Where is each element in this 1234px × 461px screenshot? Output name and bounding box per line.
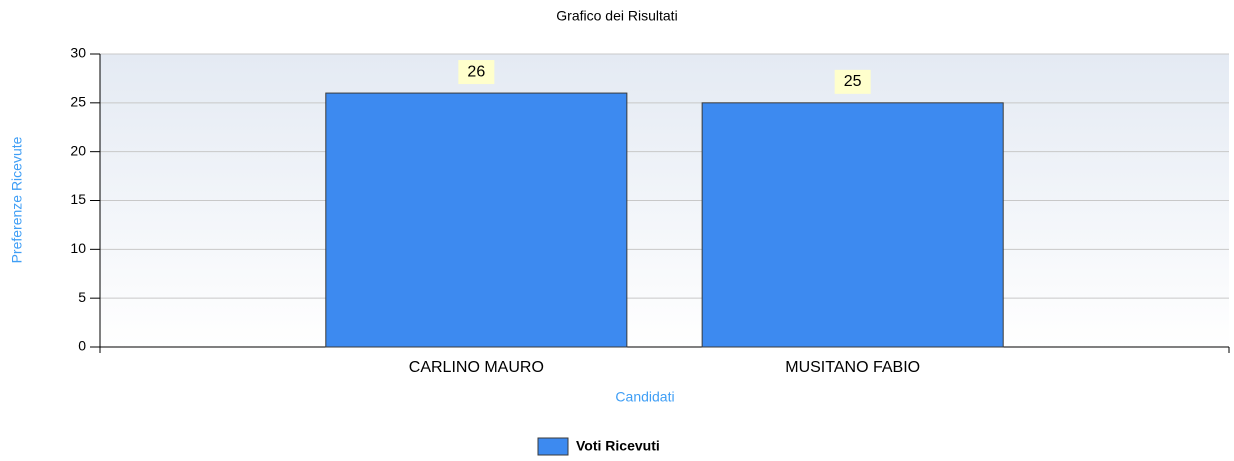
y-tick-label: 25 xyxy=(70,94,86,110)
legend-swatch xyxy=(537,437,569,456)
y-tick-label: 30 xyxy=(70,45,86,61)
y-tick-label: 20 xyxy=(70,142,86,158)
y-tick-label: 10 xyxy=(70,240,86,256)
value-label-box xyxy=(834,69,871,94)
x-axis-title: Candidati xyxy=(615,389,674,405)
y-tick-label: 5 xyxy=(78,289,86,305)
value-label: 25 xyxy=(844,73,862,90)
chart-title: Grafico dei Risultati xyxy=(556,8,677,24)
legend-label: Voti Ricevuti xyxy=(576,438,660,454)
value-label-box xyxy=(458,60,495,85)
value-label: 26 xyxy=(467,63,485,80)
x-tick-label: CARLINO MAURO xyxy=(409,359,544,376)
x-tick-label: MUSITANO FABIO xyxy=(785,359,920,376)
y-tick-label: 15 xyxy=(70,191,86,207)
bar xyxy=(325,92,628,348)
bar xyxy=(701,102,1004,348)
y-tick-label: 0 xyxy=(78,338,86,354)
y-axis-title: Preferenze Ricevute xyxy=(9,136,25,263)
